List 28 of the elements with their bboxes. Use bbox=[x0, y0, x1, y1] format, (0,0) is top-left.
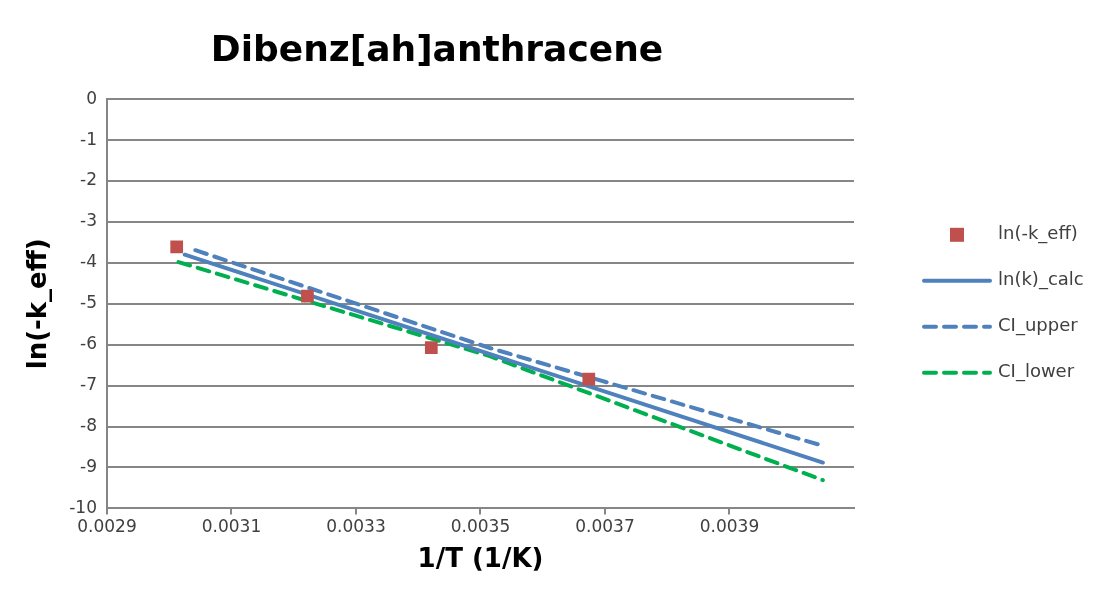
x-tick-label: 0.0033 bbox=[326, 516, 386, 537]
y-tick-label: -9 bbox=[80, 455, 97, 476]
y-tick-label: -7 bbox=[80, 374, 97, 395]
y-axis-title: ln(-k_eff) bbox=[22, 238, 53, 370]
y-tick-label: -10 bbox=[69, 496, 97, 517]
chart-title: Dibenz[ah]anthracene bbox=[210, 27, 664, 69]
legend-label: ln(k)_calc bbox=[998, 268, 1084, 291]
point bbox=[170, 240, 184, 254]
point bbox=[301, 289, 314, 303]
y-tick-label: 0 bbox=[86, 87, 97, 108]
legend-label: CI_upper bbox=[998, 314, 1079, 337]
y-tick-label: -8 bbox=[80, 414, 97, 435]
x-tick-label: 0.0039 bbox=[699, 516, 760, 537]
y-tick-label: -2 bbox=[80, 169, 97, 190]
x-tick-label: 0.0031 bbox=[201, 516, 262, 537]
legend-label: CI_lower bbox=[998, 360, 1075, 383]
y-tick-label: -4 bbox=[80, 251, 97, 272]
point bbox=[582, 372, 596, 386]
y-tick-label: -6 bbox=[80, 333, 97, 354]
x-axis-title: 1/T (1/K) bbox=[417, 543, 544, 574]
x-tick-label: 0.0037 bbox=[575, 516, 635, 537]
x-tick-label: 0.0029 bbox=[77, 516, 137, 537]
y-tick-label: -3 bbox=[80, 210, 97, 231]
legend-label: ln(-k_eff) bbox=[998, 222, 1078, 245]
point bbox=[424, 341, 438, 354]
y-tick-label: -1 bbox=[80, 128, 97, 149]
x-tick-label: 0.0035 bbox=[450, 516, 511, 537]
y-tick-label: -5 bbox=[80, 292, 97, 313]
